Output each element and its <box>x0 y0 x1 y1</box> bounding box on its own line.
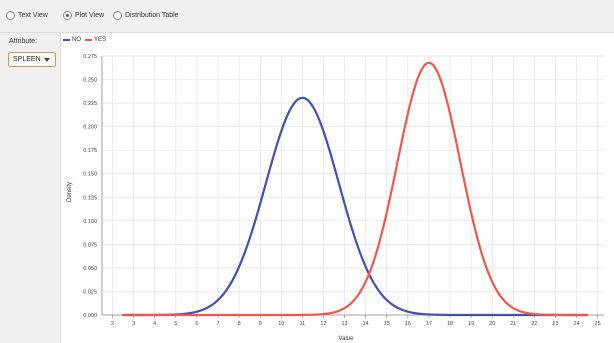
chevron-down-icon <box>44 58 50 62</box>
attribute-panel: Attribute: SPLEEN <box>0 33 61 343</box>
y-tick-label: 0.000 <box>83 313 97 319</box>
x-tick-label: 15 <box>384 321 390 327</box>
plot-view-label: Plot View <box>75 12 105 19</box>
view-toolbar: Text View Plot View Distribution Table <box>0 0 614 33</box>
x-tick-label: 5 <box>174 321 177 327</box>
x-tick-label: 17 <box>426 321 432 327</box>
y-tick-label: 0.150 <box>83 172 97 178</box>
x-tick-label: 7 <box>216 321 219 327</box>
x-tick-label: 19 <box>468 321 474 327</box>
x-tick-label: 12 <box>320 321 326 327</box>
legend-swatch-yes <box>85 39 92 41</box>
x-tick-label: 22 <box>531 321 537 327</box>
y-tick-label: 0.175 <box>83 148 97 154</box>
x-tick-label: 4 <box>153 321 156 327</box>
x-tick-label: 10 <box>278 321 284 327</box>
legend-label-no: NO <box>72 37 81 43</box>
legend-label-yes: YES <box>94 37 107 43</box>
y-tick-label: 0.075 <box>83 242 97 248</box>
x-tick-labels: 2 3 4 5 6 7 8 9 10 11 12 13 14 15 16 17 18 19 20 21 22 23 24 25 <box>111 321 601 327</box>
text-view-option[interactable]: Text View <box>6 11 48 20</box>
x-tick-label: 11 <box>300 321 306 327</box>
distribution-table-label: Distribution Table <box>125 12 179 19</box>
y-tick-label: 0.225 <box>83 101 97 107</box>
series-line-no <box>121 96 589 317</box>
text-view-label: Text View <box>18 12 48 19</box>
x-tick-label: 20 <box>489 321 495 327</box>
series-curves <box>121 61 589 317</box>
distribution-table-radio[interactable] <box>113 11 122 20</box>
distribution-table-option[interactable]: Distribution Table <box>113 11 179 20</box>
x-tick-label: 3 <box>132 321 135 327</box>
y-tick-label: 0.275 <box>83 54 97 60</box>
x-tick-label: 18 <box>447 321 453 327</box>
x-tick-label: 21 <box>510 321 516 327</box>
plot-axes <box>101 56 604 318</box>
attribute-selected-value: SPLEEN <box>13 56 41 63</box>
x-tick-label: 14 <box>363 321 369 327</box>
attribute-select[interactable]: SPLEEN <box>8 52 56 67</box>
x-tick-label: 24 <box>574 321 580 327</box>
plot-grid <box>102 55 604 316</box>
plot-view-radio[interactable] <box>63 11 72 20</box>
series-line-yes <box>121 61 589 317</box>
x-tick-label: 8 <box>238 321 241 327</box>
y-tick-label: 0.025 <box>83 289 97 295</box>
text-view-radio[interactable] <box>6 11 15 20</box>
x-axis-label: Value <box>339 336 355 342</box>
x-tick-label: 25 <box>595 321 601 327</box>
x-tick-label: 13 <box>342 321 348 327</box>
y-tick-label: 0.250 <box>83 78 97 84</box>
y-axis-label: Density <box>67 182 73 202</box>
y-tick-labels: 0.000 0.025 0.050 0.075 0.100 0.125 0.150 0.175… <box>83 54 97 319</box>
x-tick-label: 6 <box>195 321 198 327</box>
x-tick-label: 23 <box>552 321 558 327</box>
y-tick-label: 0.100 <box>83 219 97 225</box>
y-tick-label: 0.125 <box>83 195 97 201</box>
attribute-label: Attribute: <box>9 38 38 45</box>
x-tick-label: 2 <box>111 321 114 327</box>
x-tick-label: 16 <box>405 321 411 327</box>
y-tick-label: 0.050 <box>83 266 97 272</box>
y-tick-label: 0.200 <box>83 125 97 131</box>
chart-legend: NO YES <box>63 37 110 43</box>
plot-view-option[interactable]: Plot View <box>63 11 104 20</box>
x-tick-label: 9 <box>259 321 262 327</box>
legend-swatch-no <box>63 39 70 41</box>
